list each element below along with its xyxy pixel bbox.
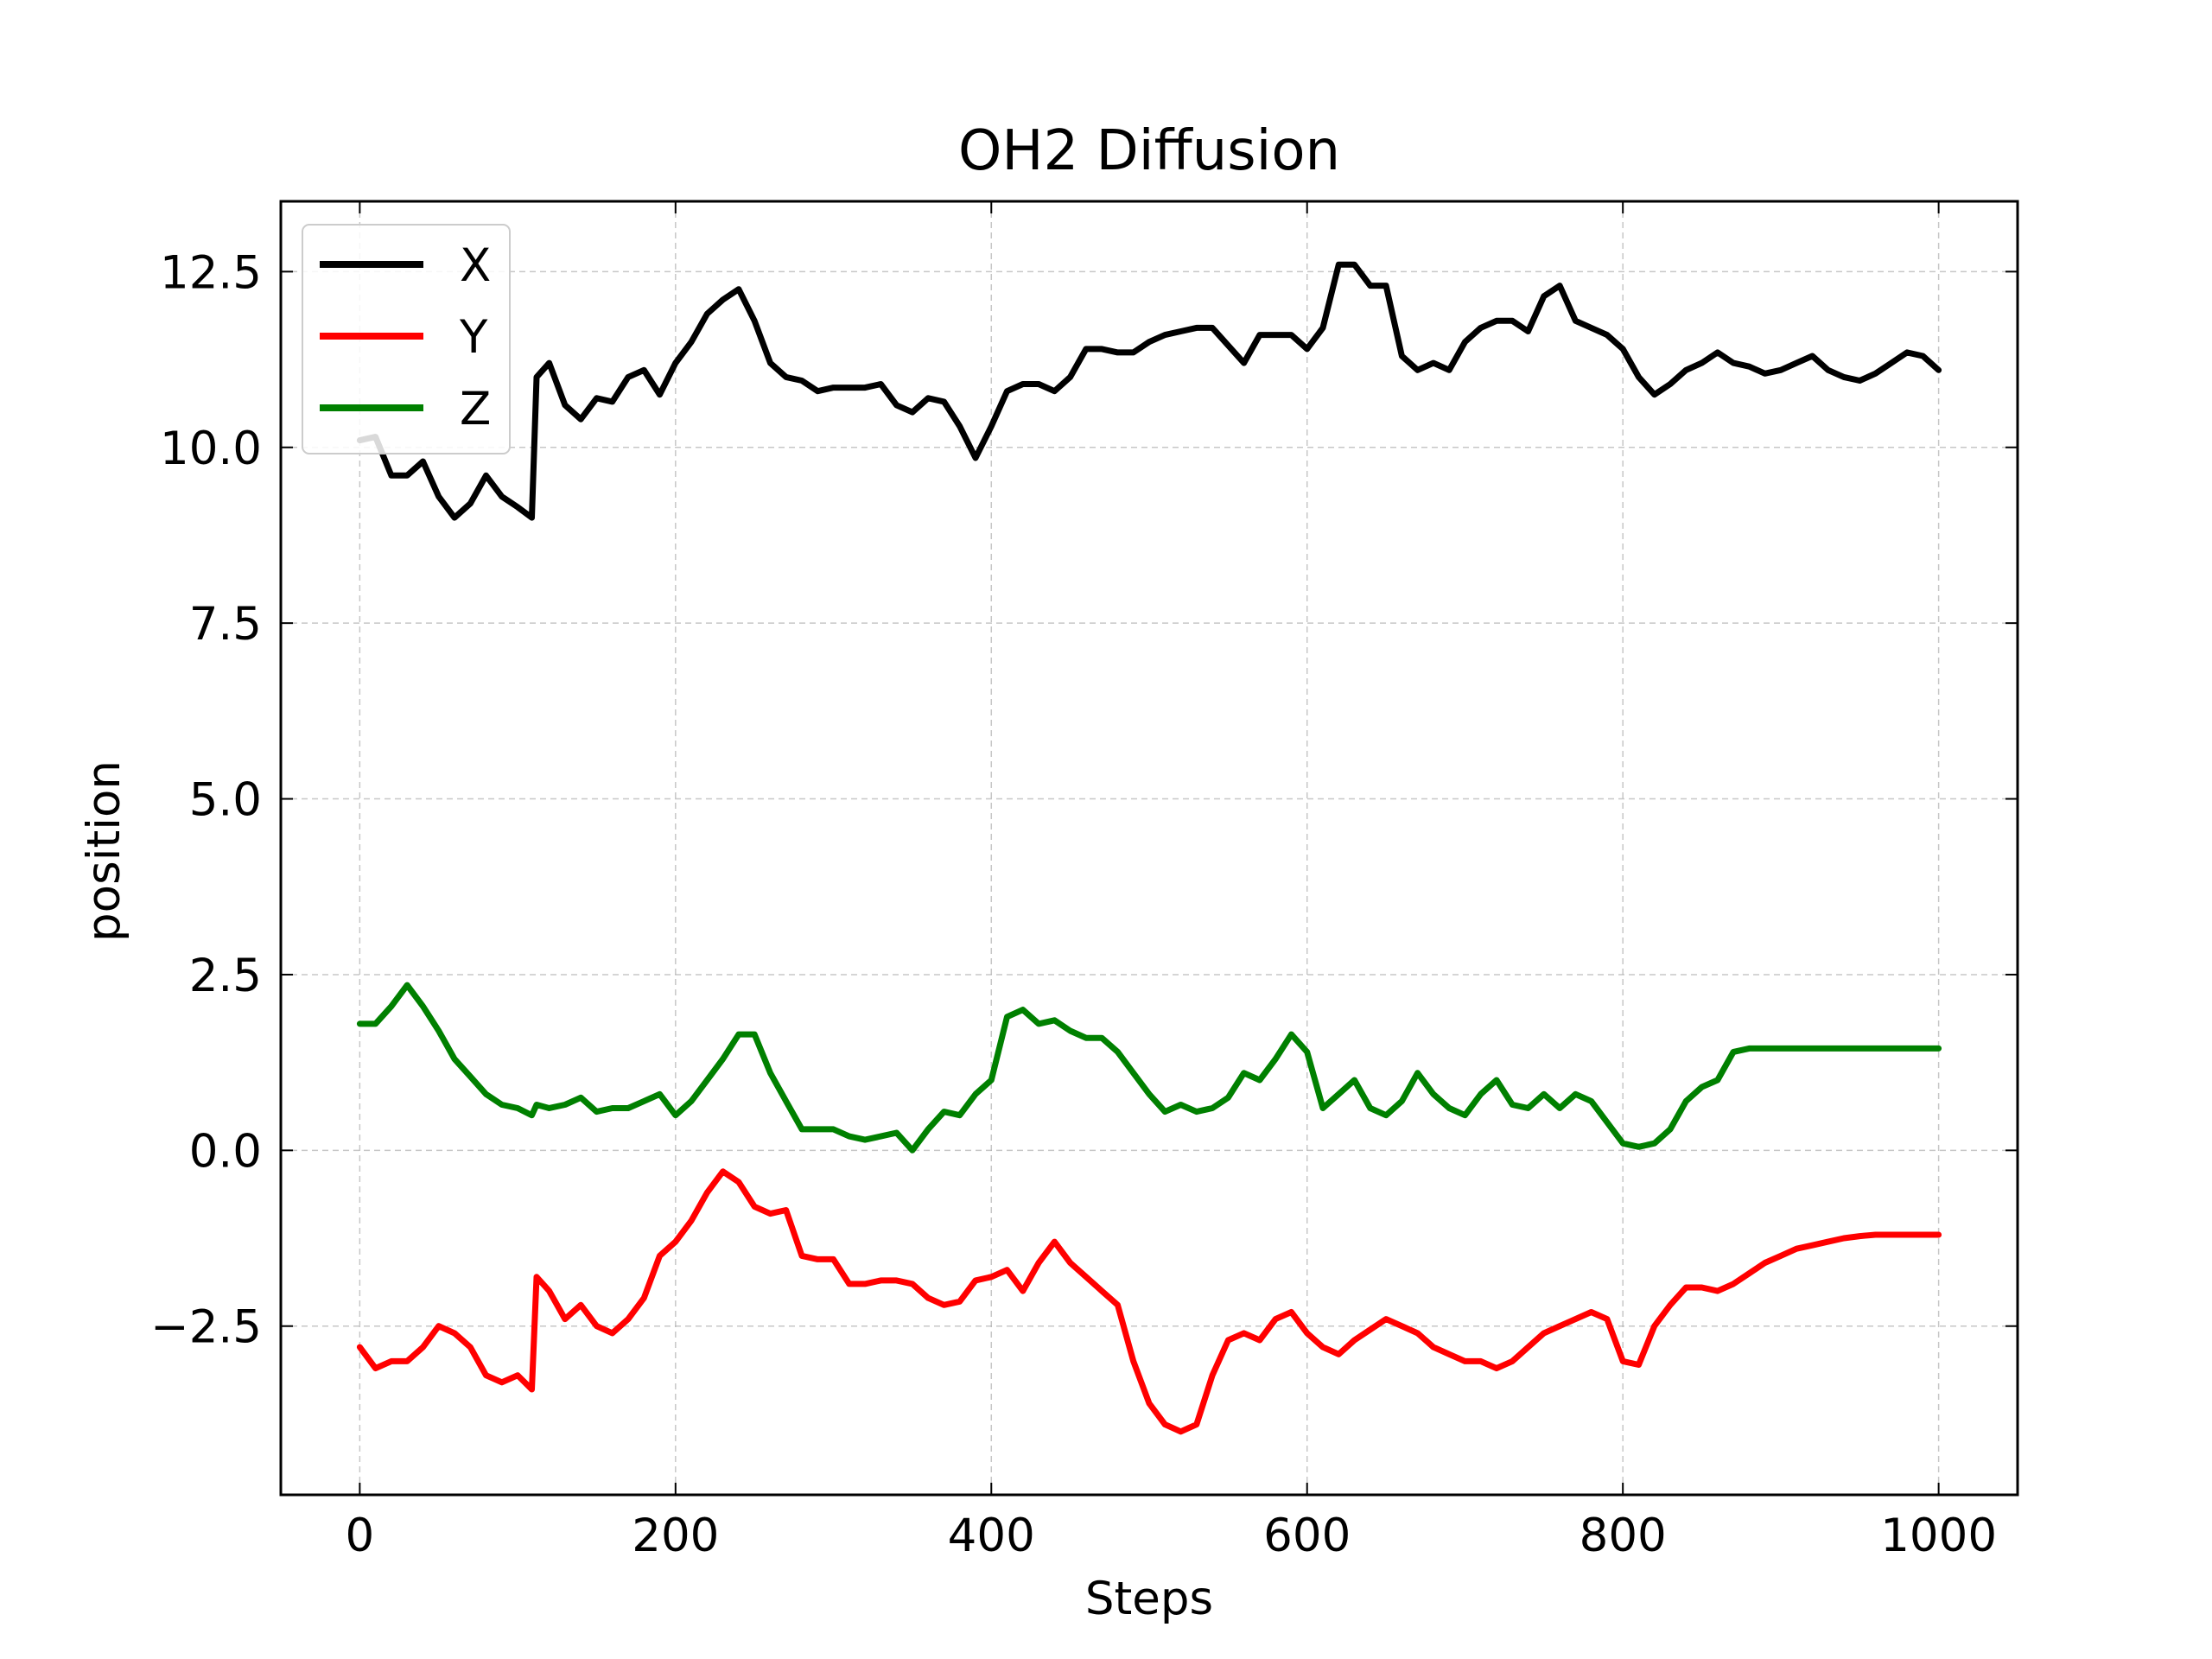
x-tick-label: 0 <box>345 1510 374 1562</box>
y-tick-label: −2.5 <box>150 1301 262 1354</box>
y-tick-label: 5.0 <box>189 774 262 827</box>
x-tick-label: 200 <box>632 1510 719 1562</box>
x-tick-label: 1000 <box>1880 1510 1997 1562</box>
y-axis-label: position <box>78 760 130 942</box>
legend: X Y Z <box>302 224 511 454</box>
grid-lines <box>281 201 2018 1495</box>
x-axis-label: Steps <box>1085 1573 1213 1625</box>
series-line-z <box>356 982 1942 1154</box>
legend-label-x: X <box>460 239 491 292</box>
chart-title: OH2 Diffusion <box>958 119 1340 183</box>
legend-label-y: Y <box>459 311 488 364</box>
y-tick-label: 12.5 <box>160 246 262 299</box>
series-line-y <box>356 1168 1942 1435</box>
x-tick-label: 400 <box>948 1510 1035 1562</box>
x-tick-label: 600 <box>1263 1510 1351 1562</box>
legend-label-z: Z <box>460 383 491 435</box>
y-tick-label: 7.5 <box>189 598 262 651</box>
plot-frame <box>279 200 2019 1497</box>
y-tick-label: 0.0 <box>189 1125 262 1178</box>
series-line-x <box>356 261 1942 521</box>
y-tick-label: 10.0 <box>160 423 262 475</box>
axis-ticks: 0 200 400 600 800 1000 −2.5 0.0 2.5 5.0 7.5 10.0 12.… <box>150 201 2018 1562</box>
y-tick-label: 2.5 <box>189 950 262 1002</box>
x-tick-label: 800 <box>1580 1510 1667 1562</box>
series-lines <box>356 261 1942 1435</box>
